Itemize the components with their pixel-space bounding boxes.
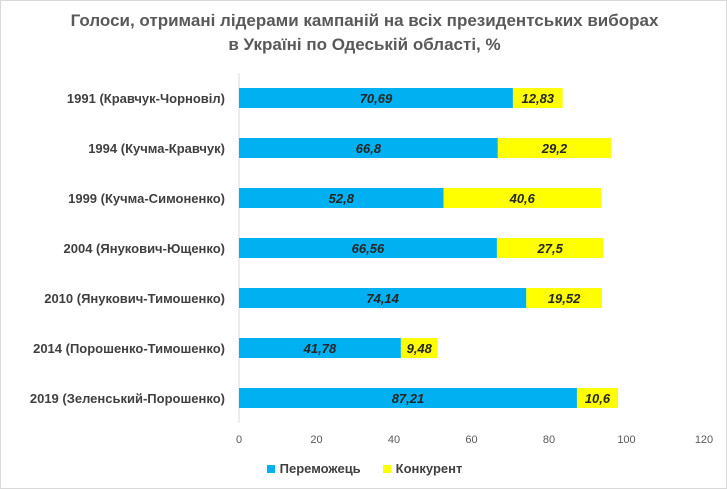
category-label: 2014 (Порошенко-Тимошенко)	[33, 341, 225, 356]
data-label-rival: 29,2	[541, 141, 568, 156]
chart-title-line-2: в Україні по Одеській області, %	[228, 35, 501, 54]
category-label: 2004 (Янукович-Ющенко)	[64, 241, 225, 256]
data-label-rival: 9,48	[407, 341, 433, 356]
x-tick-label: 80	[543, 434, 555, 446]
x-tick-label: 0	[236, 434, 242, 446]
legend: Переможець Конкурент	[1, 461, 727, 476]
bar-winner	[239, 188, 444, 208]
bar-rival	[512, 88, 563, 108]
x-tick-label: 100	[617, 434, 635, 446]
legend-label-winner: Переможець	[279, 461, 361, 476]
x-tick-label: 40	[388, 434, 400, 446]
data-label-winner: 74,14	[366, 291, 399, 306]
chart-title-line-1: Голоси, отримані лідерами кампаній на вс…	[70, 11, 659, 30]
data-label-rival: 10,6	[585, 391, 611, 406]
bar-rival	[400, 338, 438, 358]
bar-winner	[239, 88, 513, 108]
x-tick-label: 20	[310, 434, 322, 446]
legend-item-winner: Переможець	[266, 461, 361, 476]
data-label-winner: 66,56	[352, 241, 385, 256]
bar-rival	[497, 138, 611, 158]
data-label-rival: 12,83	[522, 91, 555, 106]
data-label-winner: 52,8	[329, 191, 355, 206]
bar-rival	[496, 238, 604, 258]
data-label-rival: 40,6	[509, 191, 536, 206]
legend-swatch-winner	[266, 464, 275, 473]
data-label-winner: 41,78	[303, 341, 337, 356]
bar-rival	[526, 288, 602, 308]
x-tick-label: 120	[695, 434, 713, 446]
legend-label-rival: Конкурент	[395, 461, 463, 476]
bar-winner	[239, 138, 498, 158]
category-label: 1994 (Кучма-Кравчук)	[88, 141, 225, 156]
data-label-rival: 27,5	[537, 241, 564, 256]
x-tick-label: 60	[465, 434, 477, 446]
category-label: 1991 (Кравчук-Чорновіл)	[67, 91, 225, 106]
bar-winner	[239, 338, 401, 358]
chart-title: Голоси, отримані лідерами кампаній на вс…	[1, 9, 727, 57]
category-label: 2019 (Зеленський-Порошенко)	[30, 391, 225, 406]
data-label-winner: 70,69	[360, 91, 393, 106]
bar-rival	[576, 388, 619, 408]
category-label: 2010 (Янукович-Тимошенко)	[44, 291, 225, 306]
legend-item-rival: Конкурент	[382, 461, 463, 476]
bar-winner	[239, 238, 497, 258]
data-label-winner: 66,8	[356, 141, 382, 156]
data-label-winner: 87,21	[392, 391, 425, 406]
bar-rival	[443, 188, 601, 208]
bar-winner	[239, 288, 527, 308]
bar-winner	[239, 388, 577, 408]
legend-swatch-rival	[382, 464, 391, 473]
data-label-rival: 19,52	[548, 291, 581, 306]
category-label: 1999 (Кучма-Симоненко)	[68, 191, 225, 206]
